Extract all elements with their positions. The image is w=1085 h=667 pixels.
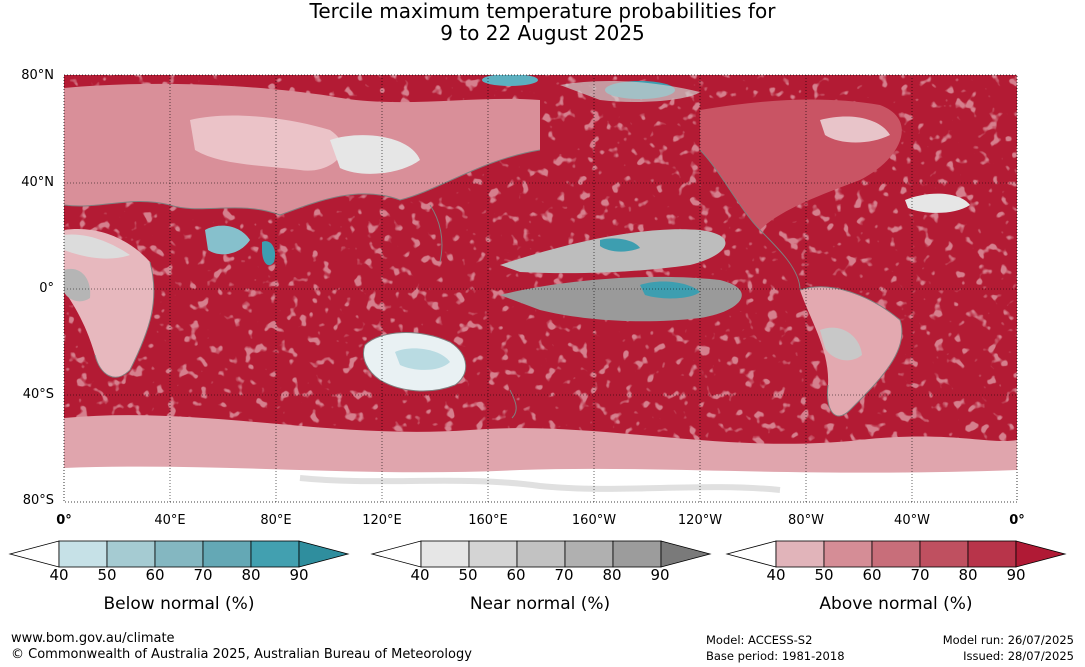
india-below-normal	[262, 241, 276, 266]
sahel-near-normal	[64, 234, 130, 259]
lon-label-160e: 160°E	[468, 513, 508, 528]
colorbar-tick: 90	[1006, 566, 1026, 584]
central-asia-near-normal	[330, 135, 420, 174]
lon-label-40w: 40°W	[894, 513, 930, 528]
lon-label-160w: 160°W	[571, 513, 617, 528]
colorbar-segment	[58, 540, 108, 568]
colorbar-tick: 80	[241, 566, 261, 584]
colorbar-segment	[468, 540, 518, 568]
colorbar-tick: 60	[145, 566, 165, 584]
colorbar-extend-low	[8, 540, 60, 568]
lon-label-120w: 120°W	[677, 513, 723, 528]
chart-title-line-2: 9 to 22 August 2025	[440, 21, 645, 45]
colorbar-segment	[612, 540, 662, 568]
lon-label-40e: 40°E	[154, 513, 186, 528]
copyright-text: © Commonwealth of Australia 2025, Austra…	[11, 647, 472, 662]
colorbar-tick: 70	[910, 566, 930, 584]
tropical-pacific-below-normal	[600, 238, 640, 252]
australia-below-normal	[395, 348, 450, 370]
colorbar-extend-high	[660, 540, 712, 568]
colorbar-tick: 50	[458, 566, 478, 584]
colorbar-tick: 40	[766, 566, 786, 584]
colorbar-near-normal	[370, 540, 712, 568]
map-field	[64, 75, 1017, 502]
africa-land	[64, 229, 154, 378]
arctic-near-normal	[560, 80, 700, 103]
colorbar-tick: 50	[814, 566, 834, 584]
lon-label-120e: 120°E	[362, 513, 402, 528]
arabia-below-normal	[205, 225, 250, 255]
chart-title-line-1: Tercile maximum temperature probabilitie…	[309, 0, 776, 23]
colorbar-segment	[564, 540, 614, 568]
base-period-text: Base period: 1981-2018	[706, 649, 845, 663]
lat-label-80s: 80°S	[22, 493, 54, 508]
colorbar-segment	[250, 540, 300, 568]
central-asia-light-area	[190, 115, 343, 171]
colorbar-above-normal	[725, 540, 1067, 568]
graticule	[64, 75, 1017, 502]
gulf-of-guinea-near-normal	[64, 268, 91, 302]
lon-label-0-right: 0°	[1009, 513, 1025, 528]
equatorial-pacific-below-normal	[640, 281, 700, 299]
colorbar-segment	[775, 540, 825, 568]
south-america-near-normal	[820, 327, 862, 361]
north-atlantic-near-normal	[905, 193, 970, 213]
colorbar-below-title: Below normal (%)	[103, 594, 255, 614]
colorbar-extend-low	[370, 540, 422, 568]
colorbar-extend-high	[1015, 540, 1067, 568]
colorbar-segment	[919, 540, 969, 568]
colorbar-above-title: Above normal (%)	[819, 594, 973, 614]
model-run-text: Model run: 26/07/2025	[942, 633, 1074, 647]
colorbar-segment	[106, 540, 156, 568]
colorbar-segment	[202, 540, 252, 568]
colorbar-segment	[420, 540, 470, 568]
website-text: www.bom.gov.au/climate	[11, 631, 175, 646]
lon-label-80w: 80°W	[788, 513, 824, 528]
colorbar-tick: 60	[862, 566, 882, 584]
colorbar-extend-high	[298, 540, 350, 568]
colorbar-segment	[967, 540, 1017, 568]
colorbar-tick: 50	[97, 566, 117, 584]
lat-label-40n: 40°N	[21, 175, 54, 190]
lat-label-80n: 80°N	[21, 68, 54, 83]
colorbar-tick: 90	[289, 566, 309, 584]
model-text: Model: ACCESS-S2	[706, 633, 813, 647]
colorbar-tick: 80	[958, 566, 978, 584]
north-pacific-near-normal-tongue	[500, 229, 726, 274]
colorbar-tick: 90	[650, 566, 670, 584]
colorbar-below-normal	[8, 540, 350, 568]
arctic-below-normal-patch-2	[482, 75, 538, 86]
colorbar-extend-low	[725, 540, 777, 568]
lat-label-equator: 0°	[39, 281, 54, 296]
issued-text: Issued: 28/07/2025	[963, 649, 1074, 663]
lat-label-40s: 40°S	[22, 387, 54, 402]
lon-label-80e: 80°E	[260, 513, 292, 528]
colorbar-segment	[154, 540, 204, 568]
colorbar-tick: 80	[602, 566, 622, 584]
lon-label-0-left: 0°	[56, 513, 72, 528]
coastlines	[64, 149, 903, 419]
antarctic-grey-streak	[299, 475, 781, 493]
colorbar-segment	[516, 540, 566, 568]
colorbar-tick: 70	[193, 566, 213, 584]
colorbar-tick: 40	[410, 566, 430, 584]
canada-light-area	[820, 116, 890, 143]
colorbar-tick: 60	[506, 566, 526, 584]
colorbar-segment	[823, 540, 873, 568]
colorbar-segment	[871, 540, 921, 568]
colorbar-tick: 70	[554, 566, 574, 584]
colorbar-tick: 40	[49, 566, 69, 584]
colorbar-near-title: Near normal (%)	[469, 594, 611, 614]
